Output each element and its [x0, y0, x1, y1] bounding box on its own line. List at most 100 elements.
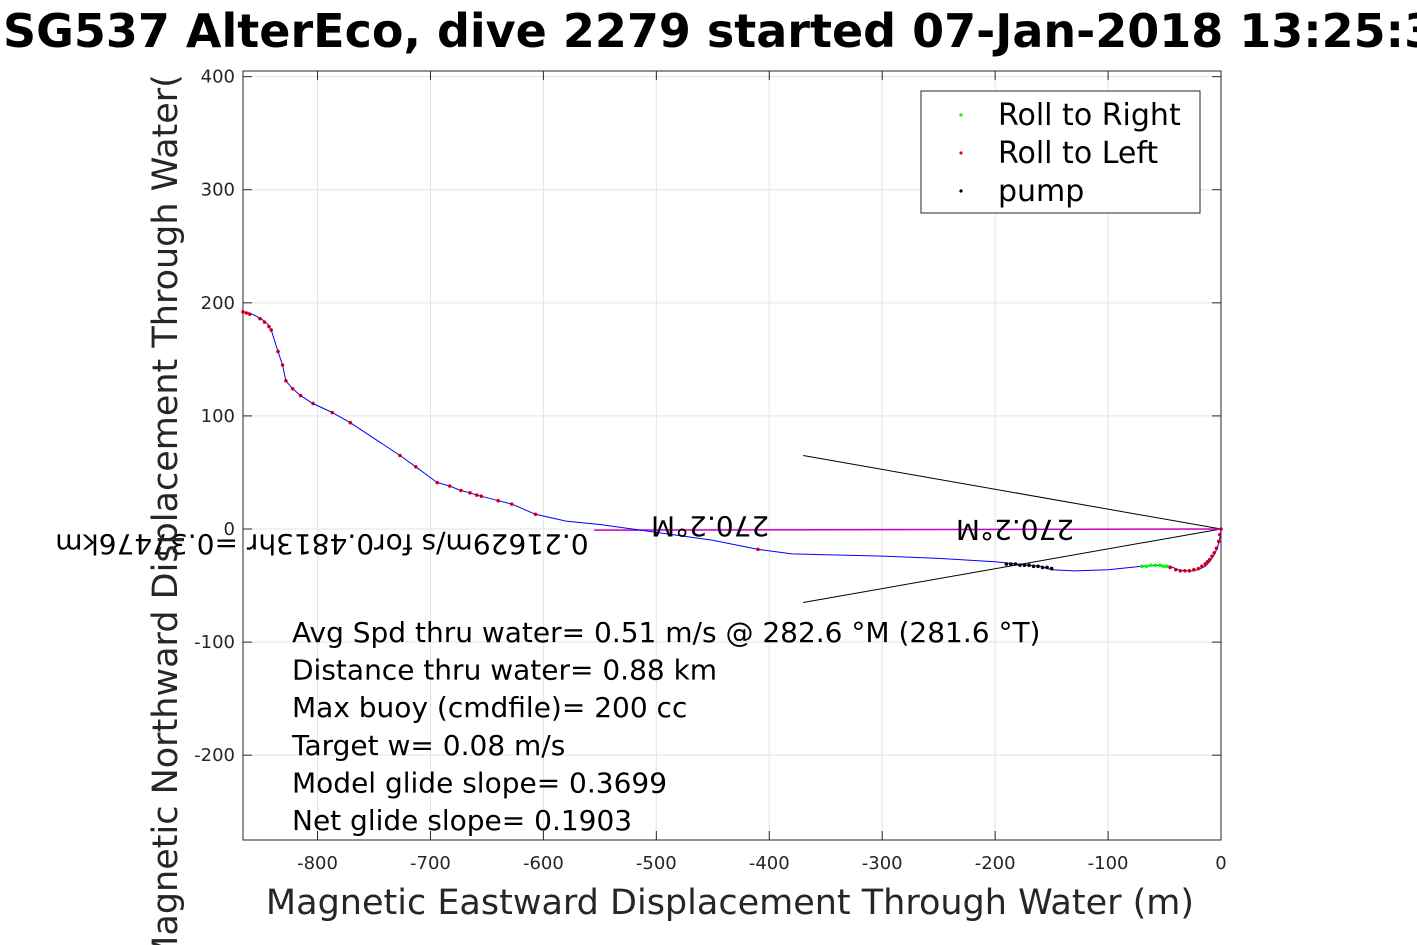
pump-point — [1045, 565, 1049, 570]
roll-left-point-core — [248, 313, 251, 316]
stats-annotation: Model glide slope= 0.3699 — [292, 766, 667, 799]
roll-left-point-core — [480, 495, 483, 498]
roll-left-point-core — [1208, 558, 1211, 561]
flipped-label: 270.2°M — [956, 513, 1074, 546]
legend-box — [920, 90, 1201, 214]
legend-label: Roll to Right — [998, 98, 1181, 133]
pump-point — [1022, 563, 1027, 567]
heading-cone-line — [803, 528, 1222, 604]
x-tick-label: -300 — [862, 853, 903, 874]
roll-left-point-core — [1188, 569, 1191, 572]
roll-left-point-core — [349, 421, 352, 424]
roll-left-point-core — [469, 491, 471, 494]
roll-left-point-core — [1206, 560, 1209, 563]
roll-left-point-core — [448, 485, 451, 487]
pump-point — [1009, 562, 1013, 566]
roll-left-point-core — [281, 364, 284, 366]
pump-point — [1049, 566, 1054, 571]
flipped-label-group: 270.2°M — [651, 510, 769, 543]
roll-right-point — [1164, 564, 1169, 569]
roll-left-point-core — [1174, 568, 1177, 571]
roll-left-point-core — [1183, 569, 1186, 572]
stats-annotation: Max buoy (cmdfile)= 200 cc — [292, 691, 687, 724]
roll-left-point-core — [757, 548, 759, 551]
y-axis-label: Magnetic Northward Displacement Through … — [146, 74, 186, 945]
roll-right-point — [1161, 564, 1166, 569]
stats-annotation: Target w= 0.08 m/s — [291, 729, 565, 762]
roll-left-point-core — [1217, 540, 1220, 543]
roll-left-point-core — [1220, 528, 1222, 530]
series-layer — [241, 310, 1223, 604]
x-axis-label: Magnetic Eastward Displacement Through W… — [266, 883, 1194, 923]
roll-left-point-core — [1197, 567, 1200, 570]
stats-annotation: Distance thru water= 0.88 km — [292, 654, 717, 687]
roll-left-point-core — [436, 481, 439, 484]
roll-left-point-core — [1179, 569, 1182, 572]
legend-label: pump — [998, 174, 1084, 209]
roll-right-point — [1144, 564, 1149, 569]
pump-point — [1018, 563, 1022, 567]
roll-left-point-core — [399, 454, 401, 457]
stats-annotation: Net glide slope= 0.1903 — [292, 804, 632, 837]
annotations: Avg Spd thru water= 0.51 m/s @ 282.6 °M … — [291, 616, 1040, 837]
y-tick-label: 0 — [224, 519, 235, 540]
pump-point — [1031, 564, 1036, 569]
roll-left-point-core — [1215, 547, 1218, 550]
x-tick-label: -500 — [636, 853, 677, 874]
roll-left-point-core — [285, 379, 287, 382]
legend-marker — [959, 113, 963, 117]
x-tick-label: -800 — [297, 853, 338, 874]
heading-cone-line — [803, 455, 1222, 530]
roll-right-point — [1153, 563, 1158, 567]
roll-right-point — [1140, 564, 1144, 569]
roll-left-point-core — [510, 503, 513, 506]
roll-left-point-core — [263, 321, 266, 323]
flipped-label-group: 270.2°M — [956, 513, 1074, 546]
pump-point — [1004, 562, 1009, 566]
roll-left-point-core — [1213, 551, 1216, 554]
roll-left-point-core — [331, 411, 334, 414]
pump-point — [1027, 563, 1031, 567]
chart-title: SG537 AlterEco, dive 2279 started 07-Jan… — [3, 4, 1417, 58]
roll-left-point-core — [475, 494, 478, 496]
flipped-label: 270.2°M — [651, 510, 769, 543]
net-displacement-line — [594, 528, 1222, 531]
roll-left-point-core — [242, 310, 244, 313]
flipped-label-group: 0.21629m/s for0.4813hr =0.37476km — [55, 528, 588, 561]
x-tick-label: -200 — [975, 853, 1016, 874]
roll-left-point-core — [1192, 568, 1195, 571]
roll-left-point-core — [312, 402, 314, 405]
roll-left-point-core — [277, 350, 279, 353]
x-tick-label: -100 — [1088, 853, 1129, 874]
x-tick-label: 0 — [1215, 853, 1226, 874]
y-tick-label: 300 — [201, 180, 235, 201]
pump-point — [1040, 565, 1045, 570]
x-tick-label: -600 — [523, 853, 564, 874]
roll-left-point-core — [1211, 555, 1213, 558]
y-tick-label: -200 — [194, 745, 235, 766]
roll-right-point — [1149, 563, 1153, 567]
y-tick-label: 200 — [201, 293, 235, 314]
pump-point — [1036, 564, 1040, 569]
legend-marker — [959, 151, 963, 155]
roll-left-point-core — [1218, 533, 1221, 536]
legend-label: Roll to Left — [998, 136, 1158, 171]
roll-left-point-core — [414, 465, 417, 468]
roll-left-point-core — [460, 489, 462, 492]
roll-right-point — [1158, 563, 1162, 567]
roll-left-point-core — [299, 394, 302, 397]
plot-area-border — [242, 70, 1222, 841]
roll-left-point-core — [534, 513, 537, 516]
pump-point — [1013, 562, 1018, 566]
roll-left-point-core — [497, 499, 500, 502]
roll-left-point-core — [1200, 565, 1203, 568]
roll-left-point-core — [268, 325, 270, 328]
y-tick-label: 400 — [201, 67, 235, 88]
stats-annotation: Avg Spd thru water= 0.51 m/s @ 282.6 °M … — [292, 616, 1040, 649]
flipped-labels: 0.21629m/s for0.4813hr =0.37476km 270.2°M… — [55, 510, 1074, 561]
flipped-label: 0.21629m/s for0.4813hr =0.37476km — [55, 528, 588, 561]
axis-ticks: -800 -700 -600 -500 -400 -300 -200 -100 0 400 300 2… — [194, 67, 1227, 874]
x-tick-label: -400 — [749, 853, 790, 874]
